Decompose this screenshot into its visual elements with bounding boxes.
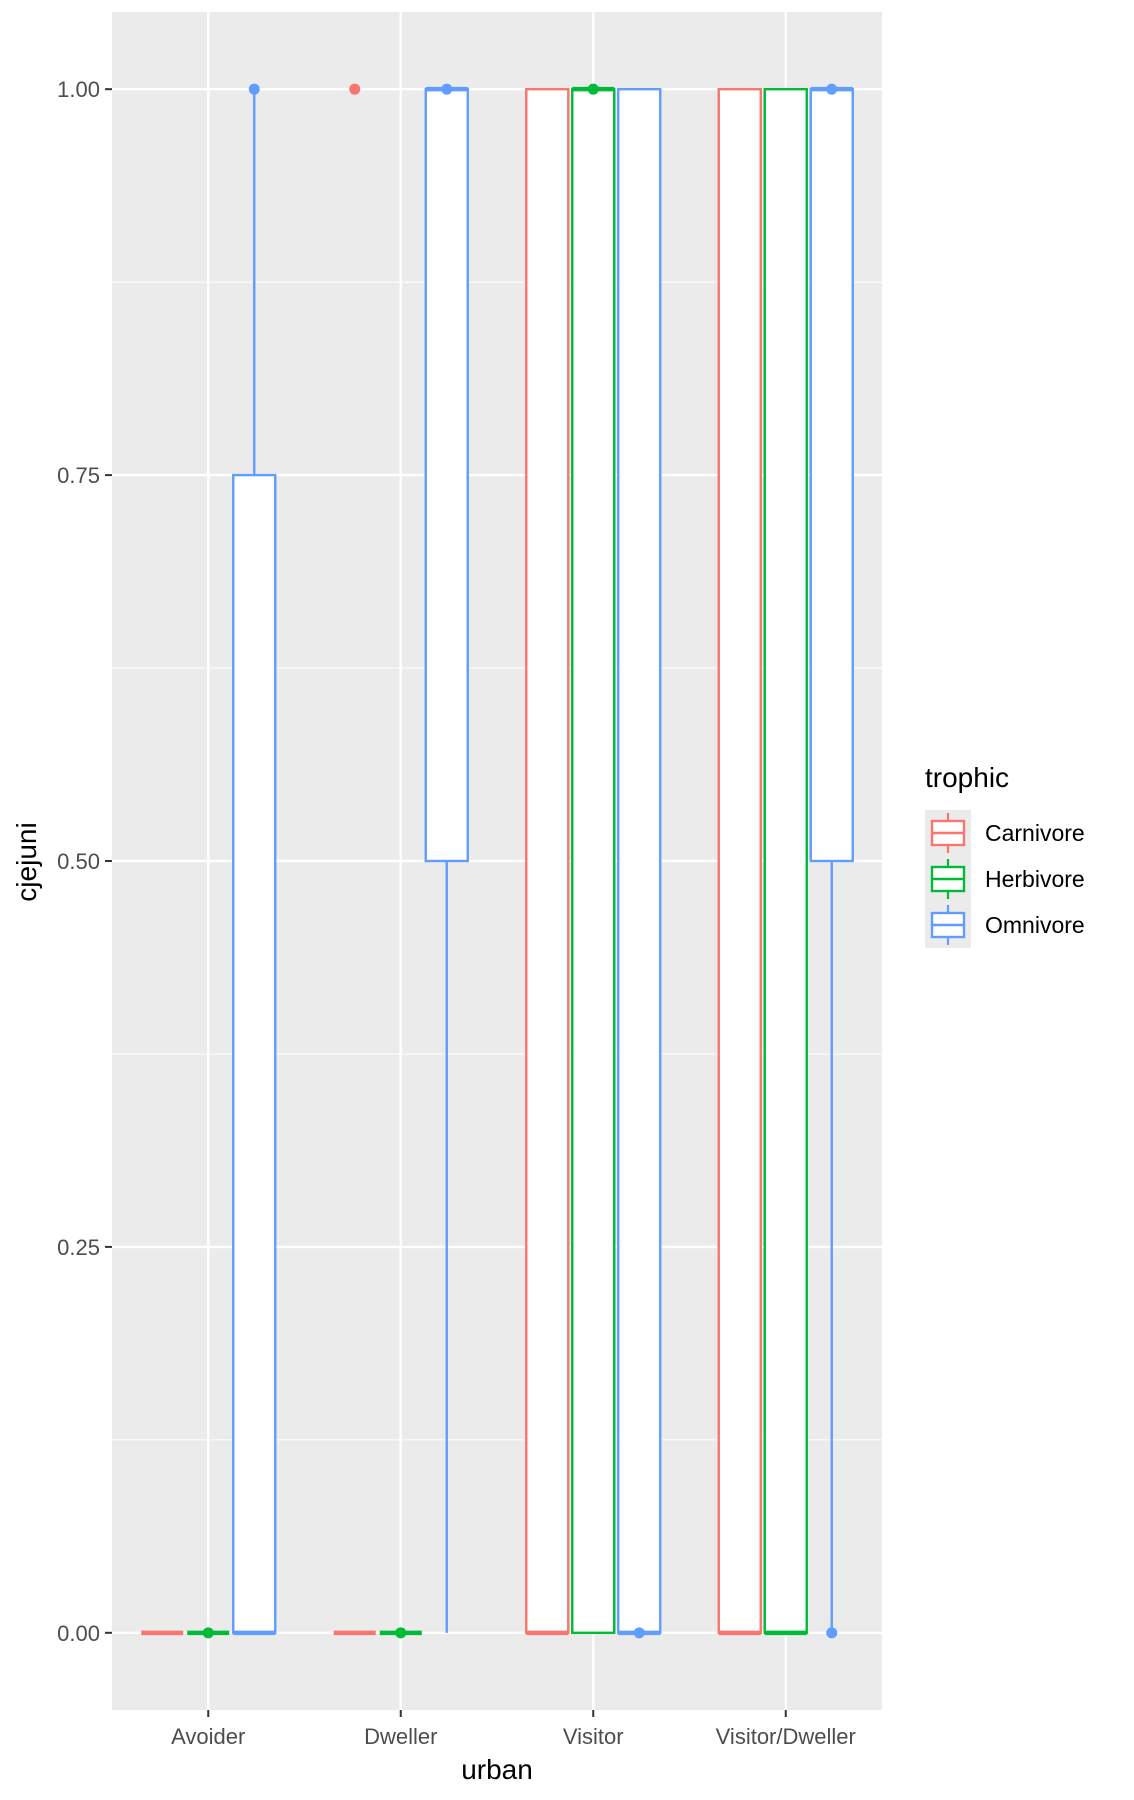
legend-label: Herbivore (985, 866, 1085, 892)
outlier-point (395, 1627, 407, 1639)
legend-item-omnivore: Omnivore (925, 902, 1085, 948)
outlier-point (826, 1627, 838, 1639)
legend-title: trophic (925, 762, 1009, 793)
y-tick-label: 0.75 (57, 463, 100, 488)
outlier-point (826, 83, 838, 95)
outlier-point (349, 83, 361, 95)
legend-label: Carnivore (985, 820, 1085, 846)
x-tick-label: Dweller (364, 1724, 437, 1749)
box-herbivore-dweller (379, 1627, 422, 1639)
box-omnivore-visitor (617, 87, 662, 1639)
y-tick-label: 0.00 (57, 1621, 100, 1646)
x-tick-label: Visitor (563, 1724, 624, 1749)
outlier-point (587, 83, 599, 95)
outlier-point (248, 83, 260, 95)
box-carnivore-dweller (333, 83, 376, 1636)
x-tick-label: Visitor/Dweller (716, 1724, 856, 1749)
y-tick-label: 0.50 (57, 849, 100, 874)
outlier-point (633, 1627, 645, 1639)
box-layer (141, 83, 854, 1639)
x-axis-title: urban (461, 1754, 533, 1785)
box-carnivore-visitor-dweller (717, 87, 762, 1636)
box-body (809, 87, 854, 863)
box-body (617, 87, 662, 1635)
box-body (232, 473, 277, 1635)
box-omnivore-visitor-dweller (809, 83, 854, 1639)
box-herbivore-visitor (571, 83, 616, 1635)
box-body (571, 87, 616, 1635)
outlier-point (441, 83, 453, 95)
box-herbivore-avoider (187, 1627, 230, 1639)
y-tick-label: 0.25 (57, 1235, 100, 1260)
box-omnivore-dweller (424, 83, 469, 1633)
y-axis-title: cjejuni (11, 822, 42, 901)
box-body (717, 87, 762, 1635)
box-carnivore-visitor (525, 87, 570, 1636)
legend-item-carnivore: Carnivore (925, 810, 1085, 856)
outlier-point (202, 1627, 214, 1639)
legend-item-herbivore: Herbivore (925, 856, 1085, 902)
box-body (424, 87, 469, 863)
box-omnivore-avoider (232, 83, 277, 1636)
axis-layer: 0.00 0.25 0.50 0.75 1.00 Avoider Dweller Visito… (57, 77, 856, 1749)
y-tick-label: 1.00 (57, 77, 100, 102)
box-body (763, 87, 808, 1635)
box-herbivore-visitor-dweller (763, 87, 808, 1636)
box-body (525, 87, 570, 1635)
x-tick-label: Avoider (171, 1724, 245, 1749)
legend-label: Omnivore (985, 912, 1085, 938)
legend: trophic Carnivore Herbivore Omnivore (925, 762, 1085, 948)
